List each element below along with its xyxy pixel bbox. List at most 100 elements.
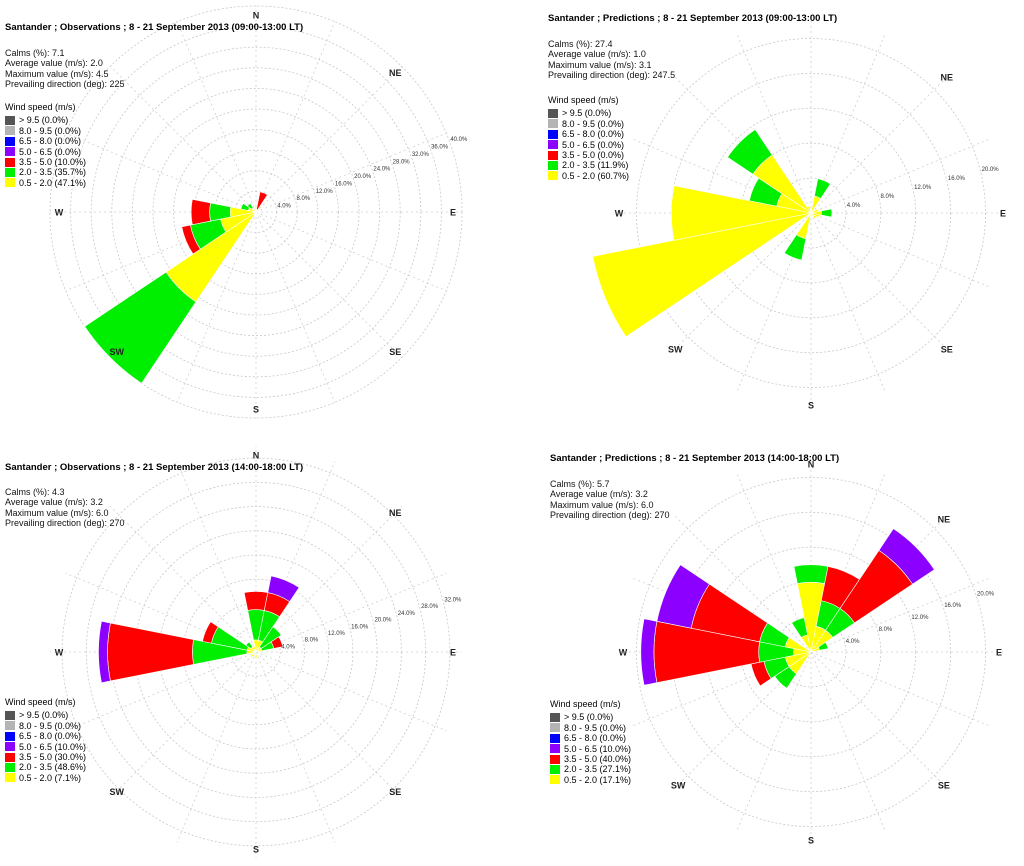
ring-label: 28.0%	[421, 604, 439, 610]
wind-sector-segment	[810, 212, 818, 220]
wind-sector-segment	[640, 618, 658, 686]
legend-label: 8.0 - 9.5 (0.0%)	[19, 720, 82, 731]
stat-line: Prevailing direction (deg): 270	[550, 510, 670, 521]
compass-label-n: N	[253, 11, 260, 21]
wind-sector-segment	[202, 621, 219, 644]
legend-title: Wind speed (m/s)	[5, 102, 76, 112]
compass-label-s: S	[253, 845, 259, 855]
legend-label: 0.5 - 2.0 (60.7%)	[562, 170, 630, 181]
legend-item: 6.5 - 8.0 (0.0%)	[5, 731, 86, 741]
legend-item: > 9.5 (0.0%)	[550, 712, 631, 722]
legend-label: 8.0 - 9.5 (0.0%)	[562, 118, 625, 129]
compass-label-n: N	[808, 460, 815, 470]
wind-sector-segment	[727, 129, 773, 175]
wind-sector-segment	[255, 211, 258, 215]
wind-sector-segment	[820, 208, 833, 218]
ring-label: 12.0%	[914, 185, 932, 191]
compass-label-se: SE	[389, 787, 401, 797]
legend-swatch	[5, 721, 15, 731]
compass-label-w: W	[55, 208, 64, 218]
grid-spoke	[255, 211, 402, 358]
grid-spoke	[176, 651, 257, 843]
legend-swatch	[548, 119, 558, 129]
wind-rose-panel-1: 4.0% 8.0% 12.0% 16.0% 20.0% 24.0% 28.0% 32.0% 36…	[0, 0, 512, 433]
grid-spoke	[810, 212, 948, 350]
grid-spoke	[255, 651, 402, 798]
legend-label: 2.0 - 3.5 (48.6%)	[19, 762, 87, 773]
legend-label: 5.0 - 6.5 (10.0%)	[564, 743, 632, 754]
compass-label-se: SE	[389, 347, 401, 357]
legend-item: 0.5 - 2.0 (7.1%)	[5, 773, 86, 783]
legend-label: 3.5 - 5.0 (0.0%)	[562, 149, 625, 160]
chart-title: Santander ; Predictions ; 8 - 21 Septemb…	[550, 453, 840, 464]
legend-item: 5.0 - 6.5 (10.0%)	[550, 744, 631, 754]
compass-label-n: N	[253, 451, 260, 461]
ring-label: 16.0%	[335, 181, 353, 187]
grid-spoke	[810, 578, 989, 653]
compass-label-w: W	[615, 209, 624, 219]
wind-sector-segment	[793, 564, 829, 584]
wind-sector-segment	[190, 198, 211, 226]
compass-label-sw: SW	[671, 780, 686, 790]
ring-label: 16.0%	[948, 176, 966, 182]
legend-swatch	[550, 713, 560, 723]
grid-spoke	[65, 132, 257, 213]
wind-rose-panel-4: 4.0% 8.0% 12.0% 16.0% 20.0% N NE E SE S SW W Santan…	[512, 433, 1024, 866]
legend-swatch	[5, 178, 15, 188]
legend-swatch	[5, 752, 15, 762]
ring-label: 20.0%	[977, 591, 995, 597]
legend-swatch	[5, 126, 15, 136]
legend-title: Wind speed (m/s)	[550, 699, 621, 709]
compass-label-ne: NE	[938, 515, 951, 525]
stat-line: Maximum value (m/s): 6.0	[5, 507, 109, 518]
ring-label: 20.0%	[374, 618, 392, 624]
legend-swatch	[5, 711, 15, 721]
wind-sector-segment	[671, 185, 812, 241]
grid-spoke	[176, 461, 257, 653]
legend: Wind speed (m/s) > 9.5 (0.0%) 8.0 - 9.5 (0…	[5, 102, 86, 188]
legend-item: > 9.5 (0.0%)	[5, 115, 86, 125]
legend-swatch	[5, 136, 15, 146]
ring-label: 40.0%	[450, 137, 468, 143]
wind-sector-segment	[247, 203, 254, 210]
legend-swatch	[550, 765, 560, 775]
ring-label: 8.0%	[296, 196, 310, 202]
grid-spoke	[810, 651, 989, 726]
legend-label: 6.5 - 8.0 (0.0%)	[19, 136, 82, 147]
legend-label: 6.5 - 8.0 (0.0%)	[562, 129, 625, 140]
ring-label: 4.0%	[846, 639, 860, 645]
compass-label-e: E	[450, 208, 456, 218]
ring-label: 16.0%	[351, 624, 369, 630]
legend-item: 8.0 - 9.5 (0.0%)	[5, 721, 86, 731]
wind-sector-segment	[783, 234, 807, 261]
compass-label-sw: SW	[668, 344, 683, 354]
compass-label-s: S	[808, 836, 814, 846]
legend-swatch	[5, 116, 15, 126]
legend-item: 6.5 - 8.0 (0.0%)	[5, 136, 86, 146]
grid-spoke	[810, 651, 885, 830]
grid-ring	[636, 38, 986, 388]
compass-label-se: SE	[941, 344, 953, 354]
legend-swatch	[5, 773, 15, 783]
legend: Wind speed (m/s) > 9.5 (0.0%) 8.0 - 9.5 (0…	[5, 697, 86, 783]
grid-ring	[85, 481, 427, 823]
legend-swatch	[550, 744, 560, 754]
grid-ring	[670, 72, 952, 354]
ring-label: 8.0%	[305, 638, 319, 644]
grid-spoke	[65, 572, 257, 653]
ring-label: 32.0%	[412, 152, 430, 158]
legend-label: 3.5 - 5.0 (40.0%)	[564, 753, 632, 764]
grid-spoke	[674, 515, 812, 653]
grid-spoke	[110, 651, 257, 798]
legend-label: 8.0 - 9.5 (0.0%)	[19, 125, 82, 136]
grid	[49, 5, 463, 419]
grid-spoke	[110, 66, 257, 213]
stat-line: Average value (m/s): 3.2	[5, 497, 103, 508]
legend-item: 3.5 - 5.0 (10.0%)	[5, 157, 86, 167]
compass-label-w: W	[55, 648, 64, 658]
legend-item: 8.0 - 9.5 (0.0%)	[550, 723, 631, 733]
ring-label: 4.0%	[847, 203, 861, 209]
legend-title: Wind speed (m/s)	[5, 697, 76, 707]
legend-swatch	[5, 763, 15, 773]
stats-block: Calms (%): 27.4 Average value (m/s): 1.0 M…	[548, 39, 675, 81]
